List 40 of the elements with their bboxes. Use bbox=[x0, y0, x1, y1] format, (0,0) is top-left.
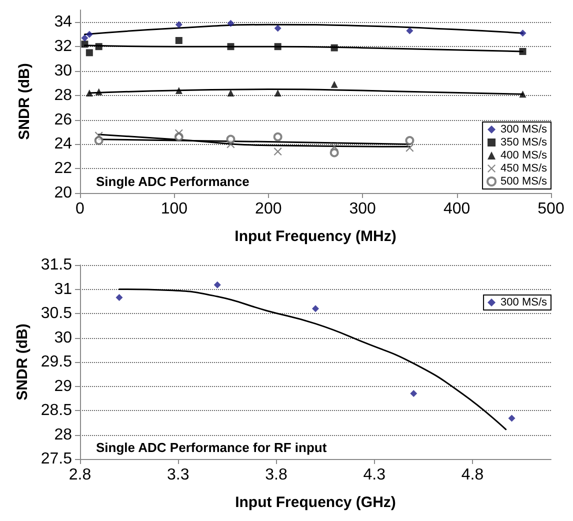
x-tick-label: 400 bbox=[443, 200, 470, 218]
y-tick-label: 34 bbox=[54, 14, 72, 31]
y-axis-title: SNDR (dB) bbox=[16, 63, 33, 140]
annotation: Single ADC Performance for RF input bbox=[96, 440, 328, 455]
y-tick-label: 32 bbox=[54, 38, 72, 56]
x-tick-label: 300 bbox=[349, 200, 376, 218]
x-tick-label: 0 bbox=[76, 200, 85, 218]
legend-label: 300 MS/s bbox=[500, 296, 548, 308]
y-tick-label: 27.5 bbox=[40, 450, 72, 468]
y-tick-label: 31 bbox=[54, 280, 72, 298]
x-tick-label: 100 bbox=[160, 200, 188, 218]
y-tick-label: 30.5 bbox=[40, 305, 72, 322]
x-axis-title: Input Frequency (GHz) bbox=[235, 494, 396, 511]
y-axis-title: SNDR (dB) bbox=[14, 324, 31, 400]
x-tick-label: 500 bbox=[538, 200, 564, 218]
y-tick-label: 20 bbox=[54, 184, 72, 202]
y-tick-label: 29.5 bbox=[40, 354, 72, 370]
x-tick-label: 4.3 bbox=[363, 466, 386, 484]
annotation: Single ADC Performance bbox=[96, 174, 250, 189]
y-tick-label: 28 bbox=[54, 86, 72, 104]
legend-label: 350 MS/s bbox=[500, 136, 548, 148]
legend-label: 500 MS/s bbox=[500, 176, 548, 188]
x-tick-label: 4.8 bbox=[461, 466, 484, 484]
y-tick-label: 26 bbox=[54, 111, 72, 128]
x-axis-title: Input Frequency (MHz) bbox=[234, 228, 396, 245]
y-tick-label: 28 bbox=[54, 426, 72, 444]
legend-label: 300 MS/s bbox=[500, 124, 548, 136]
x-tick-label: 3.3 bbox=[167, 466, 190, 484]
legend-label: 400 MS/s bbox=[500, 150, 548, 162]
y-tick-label: 30 bbox=[54, 329, 72, 346]
y-tick-label: 22 bbox=[54, 160, 72, 178]
x-tick-label: 200 bbox=[255, 200, 282, 218]
y-tick-label: 24 bbox=[54, 136, 72, 153]
y-tick-label: 29 bbox=[54, 378, 72, 395]
legend-label: 450 MS/s bbox=[500, 162, 548, 174]
y-tick-label: 30 bbox=[54, 62, 72, 80]
y-tick-label: 31.5 bbox=[40, 256, 72, 274]
x-tick-label: 3.8 bbox=[265, 466, 288, 484]
x-tick-label: 2.8 bbox=[68, 466, 92, 484]
y-tick-label: 28.5 bbox=[40, 402, 72, 419]
